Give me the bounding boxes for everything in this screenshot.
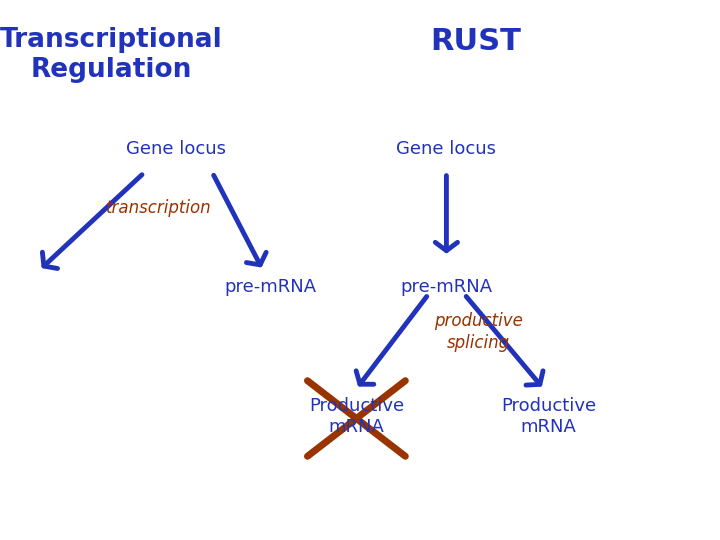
Text: transcription: transcription — [106, 199, 211, 217]
Text: Transcriptional
Regulation: Transcriptional Regulation — [0, 27, 223, 83]
Text: productive
splicing: productive splicing — [434, 312, 523, 352]
Text: pre-mRNA: pre-mRNA — [224, 278, 316, 296]
Text: Gene locus: Gene locus — [397, 140, 496, 158]
Text: Productive
mRNA: Productive mRNA — [501, 397, 596, 436]
Text: Productive
mRNA: Productive mRNA — [309, 397, 404, 436]
Text: Gene locus: Gene locus — [127, 140, 226, 158]
Text: pre-mRNA: pre-mRNA — [400, 278, 492, 296]
Text: RUST: RUST — [430, 27, 521, 56]
